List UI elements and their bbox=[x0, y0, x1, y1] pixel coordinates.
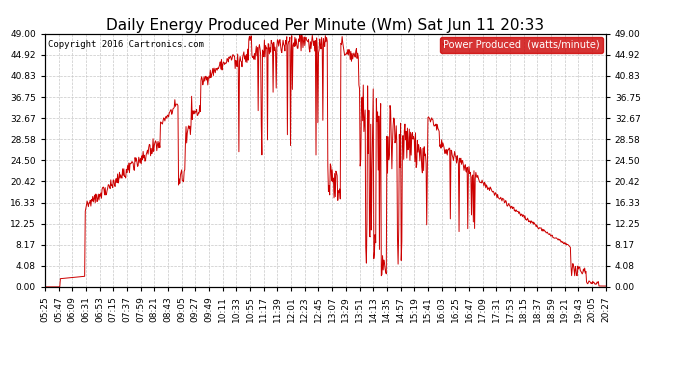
Text: Copyright 2016 Cartronics.com: Copyright 2016 Cartronics.com bbox=[48, 40, 204, 49]
Legend: Power Produced  (watts/minute): Power Produced (watts/minute) bbox=[440, 37, 603, 52]
Title: Daily Energy Produced Per Minute (Wm) Sat Jun 11 20:33: Daily Energy Produced Per Minute (Wm) Sa… bbox=[106, 18, 544, 33]
